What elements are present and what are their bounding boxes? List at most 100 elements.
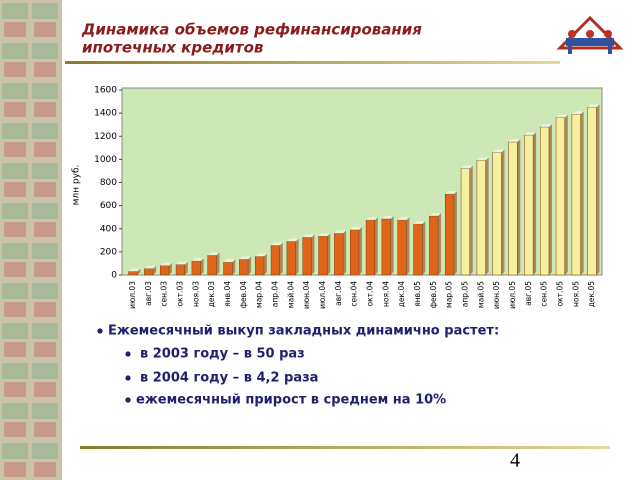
bullet-dot bbox=[125, 397, 131, 403]
bar-top bbox=[366, 217, 378, 221]
plot-area bbox=[121, 87, 603, 276]
bullet-text: Ежемесячный выкуп закладных динамично ра… bbox=[108, 324, 499, 339]
bar-side bbox=[263, 253, 267, 275]
y-tick-label: 1600 bbox=[94, 86, 117, 96]
bar-top bbox=[381, 215, 394, 219]
bar bbox=[286, 241, 296, 276]
bar-top bbox=[397, 217, 410, 221]
bar-top bbox=[160, 262, 172, 266]
x-tick-label: ноя.05 bbox=[571, 281, 580, 307]
bar-top bbox=[540, 124, 552, 127]
bar-side bbox=[390, 215, 394, 275]
x-tick-label: дек.03 bbox=[207, 281, 216, 307]
title: ипотечных кредитов bbox=[82, 39, 263, 57]
bar-side bbox=[279, 242, 283, 275]
bar-top bbox=[508, 139, 521, 143]
bar-top bbox=[492, 149, 505, 153]
bullet-dot bbox=[125, 351, 131, 357]
bar bbox=[460, 168, 471, 276]
y-tick-label: 1000 bbox=[94, 155, 117, 165]
bar bbox=[413, 223, 423, 276]
y-axis-label: млн руб. bbox=[72, 165, 82, 206]
bar-side bbox=[406, 217, 410, 275]
bar-side bbox=[311, 234, 315, 275]
bar bbox=[175, 264, 186, 276]
bar-side bbox=[580, 111, 584, 275]
bar-side bbox=[438, 213, 442, 275]
y-tick-label: 0 bbox=[111, 271, 117, 281]
bar-top bbox=[207, 252, 220, 256]
bar-side bbox=[485, 157, 489, 275]
x-tick-label: ноя.04 bbox=[381, 281, 390, 307]
bar-top bbox=[413, 221, 426, 225]
x-tick-label: авг.05 bbox=[524, 281, 533, 306]
y-tick-label: 600 bbox=[100, 201, 117, 211]
bar-top bbox=[587, 104, 600, 108]
x-tick-label: сен.05 bbox=[540, 281, 549, 307]
bar-top bbox=[191, 258, 204, 262]
bar-side bbox=[564, 114, 568, 275]
x-tick-label: июл.05 bbox=[508, 281, 517, 309]
bar-top bbox=[476, 157, 489, 161]
logo bbox=[556, 15, 624, 54]
bar bbox=[159, 265, 170, 276]
x-tick-label: дек.05 bbox=[587, 281, 596, 307]
bar-side bbox=[548, 124, 552, 275]
x-tick-label: июл.03 bbox=[128, 281, 137, 309]
bar-side bbox=[200, 258, 204, 275]
title: Динамика объемов рефинансирования bbox=[81, 21, 422, 39]
bar bbox=[429, 215, 439, 276]
bar-side bbox=[343, 230, 347, 275]
bar bbox=[223, 262, 233, 276]
bar bbox=[270, 245, 281, 276]
bar-top bbox=[144, 265, 157, 269]
x-tick-label: сен.04 bbox=[350, 281, 359, 307]
bullet-text: в 2003 году – в 50 раз bbox=[140, 347, 305, 362]
bar bbox=[492, 152, 502, 276]
bar bbox=[587, 107, 597, 276]
y-tick-label: 200 bbox=[100, 247, 117, 257]
bar bbox=[239, 259, 249, 276]
bar-top bbox=[556, 114, 568, 118]
bar-side bbox=[517, 139, 521, 275]
y-tick-label: 1200 bbox=[94, 132, 117, 142]
bar bbox=[334, 233, 344, 276]
bar-side bbox=[184, 261, 188, 275]
bar bbox=[508, 141, 518, 276]
bar-top bbox=[255, 253, 267, 257]
y-tick-label: 400 bbox=[100, 224, 117, 234]
bottom-rule bbox=[80, 446, 610, 449]
bullet-text: в 2004 году – в 4,2 раза bbox=[140, 371, 318, 386]
bar-side bbox=[248, 256, 252, 275]
x-tick-label: май.05 bbox=[476, 281, 485, 308]
decor-strip bbox=[0, 0, 62, 480]
x-tick-label: окт.05 bbox=[555, 281, 564, 307]
bar-top bbox=[571, 111, 584, 115]
y-tick-label: 800 bbox=[100, 178, 117, 188]
bar bbox=[349, 229, 360, 276]
bar bbox=[539, 126, 550, 276]
bullet-dot bbox=[125, 375, 131, 381]
bar bbox=[444, 193, 455, 276]
bar bbox=[397, 219, 407, 276]
bar-top bbox=[461, 165, 473, 169]
bar bbox=[191, 260, 201, 276]
bar bbox=[365, 219, 376, 276]
bar bbox=[555, 117, 566, 276]
bar-side bbox=[453, 191, 457, 275]
page-number: 4 bbox=[510, 450, 520, 472]
bullet-dot bbox=[97, 328, 103, 334]
bar-top bbox=[239, 256, 252, 260]
x-tick-label: сен.03 bbox=[160, 281, 169, 307]
x-tick-label: мар.05 bbox=[445, 281, 454, 308]
bar-side bbox=[153, 265, 157, 275]
bar-side bbox=[422, 221, 426, 275]
x-tick-label: июл.04 bbox=[318, 281, 327, 309]
bar-top bbox=[128, 268, 141, 272]
bar bbox=[207, 255, 217, 276]
bar-top bbox=[350, 226, 362, 230]
x-tick-label: июн.05 bbox=[492, 281, 501, 309]
bar bbox=[524, 134, 534, 276]
bar-side bbox=[596, 104, 600, 275]
